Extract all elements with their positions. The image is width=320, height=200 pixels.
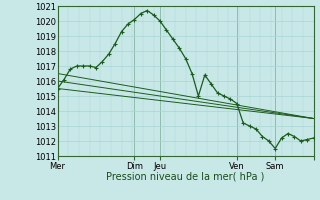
X-axis label: Pression niveau de la mer( hPa ): Pression niveau de la mer( hPa ) <box>107 172 265 182</box>
